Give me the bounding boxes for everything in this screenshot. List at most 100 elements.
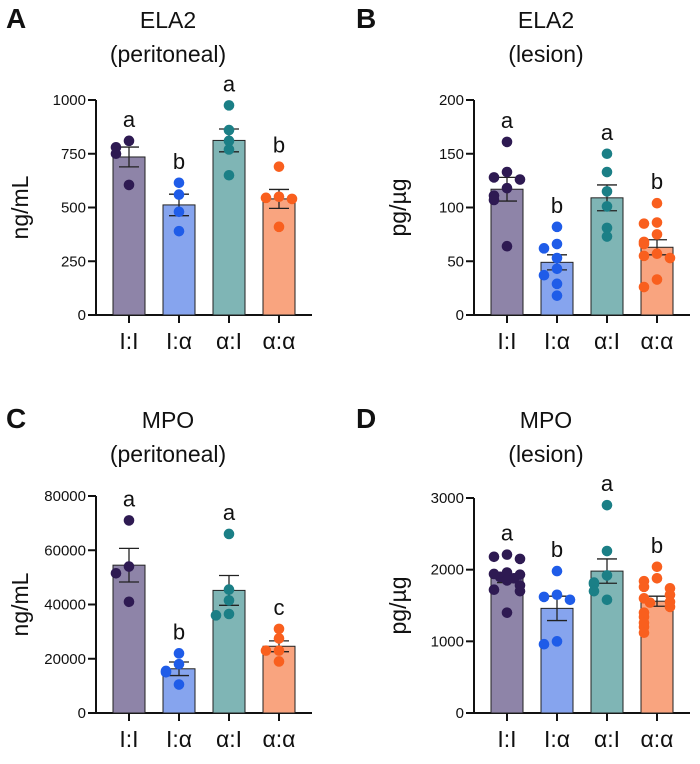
y-tick-label: 60000 bbox=[44, 542, 86, 559]
significance-letter: b bbox=[651, 533, 663, 558]
data-point bbox=[260, 645, 272, 656]
y-tick-label: 200 bbox=[439, 92, 464, 109]
data-point bbox=[501, 136, 513, 148]
data-point bbox=[110, 148, 122, 160]
y-tick-label: 80000 bbox=[44, 488, 86, 505]
significance-letter: a bbox=[123, 486, 136, 511]
data-point bbox=[601, 148, 613, 160]
panel-subtitle: (peritoneal) bbox=[110, 441, 226, 467]
panel-letter: B bbox=[356, 3, 376, 34]
data-point bbox=[223, 608, 235, 620]
data-point bbox=[123, 179, 135, 191]
data-point bbox=[260, 192, 272, 204]
data-point bbox=[223, 124, 235, 136]
x-tick-label: α:I bbox=[594, 726, 620, 752]
significance-letter: a bbox=[223, 500, 236, 525]
data-point bbox=[538, 638, 550, 650]
data-point bbox=[638, 581, 650, 593]
data-point bbox=[638, 238, 650, 250]
data-point bbox=[501, 549, 513, 560]
significance-letter: b bbox=[551, 193, 563, 218]
data-point bbox=[651, 217, 663, 228]
data-point bbox=[601, 499, 613, 511]
data-point bbox=[123, 596, 135, 608]
data-point bbox=[564, 594, 576, 606]
significance-letter: b bbox=[651, 169, 663, 194]
data-point bbox=[601, 222, 613, 234]
data-point bbox=[651, 248, 663, 260]
data-point bbox=[644, 597, 656, 608]
data-point bbox=[501, 575, 513, 586]
significance-letter: a bbox=[501, 108, 514, 133]
data-point bbox=[173, 177, 185, 189]
data-point bbox=[488, 194, 500, 206]
significance-letter: b bbox=[273, 133, 285, 158]
y-tick-label: 3000 bbox=[431, 490, 464, 507]
panel-letter: C bbox=[6, 403, 26, 434]
data-point bbox=[273, 191, 285, 203]
y-tick-label: 500 bbox=[61, 200, 86, 217]
x-tick-label: I:I bbox=[497, 328, 516, 354]
bar-I:I bbox=[112, 564, 146, 714]
significance-letter: b bbox=[173, 149, 185, 174]
data-point bbox=[173, 679, 185, 690]
panel-title: MPO bbox=[142, 407, 194, 433]
y-axis-label: ng/mL bbox=[7, 572, 33, 636]
data-point bbox=[551, 589, 563, 601]
data-point bbox=[651, 561, 663, 573]
data-point bbox=[651, 572, 663, 584]
data-point bbox=[601, 570, 613, 581]
data-point bbox=[123, 561, 135, 572]
data-point bbox=[123, 515, 135, 526]
significance-letter: a bbox=[601, 120, 614, 145]
data-point bbox=[514, 585, 526, 597]
y-tick-label: 750 bbox=[61, 146, 86, 163]
data-point bbox=[273, 645, 285, 656]
data-point bbox=[538, 591, 550, 603]
data-point bbox=[501, 166, 513, 178]
panel-subtitle: (lesion) bbox=[508, 441, 583, 467]
bar-α:α bbox=[262, 198, 296, 316]
data-point bbox=[551, 636, 563, 647]
data-point bbox=[273, 221, 285, 233]
data-point bbox=[601, 231, 613, 242]
x-tick-label: α:I bbox=[216, 328, 242, 354]
data-point bbox=[601, 201, 613, 212]
data-point bbox=[551, 565, 563, 577]
data-point bbox=[173, 206, 185, 218]
data-point bbox=[488, 584, 500, 596]
x-tick-label: I:α bbox=[544, 726, 570, 752]
y-tick-label: 50 bbox=[447, 253, 464, 270]
data-point bbox=[210, 610, 222, 621]
y-axis-label: pg/µg bbox=[385, 576, 411, 634]
data-point bbox=[273, 623, 285, 635]
panel-D: D MPO (lesion) pg/µg 0 1000 2000 3000 a I:I b I:α a α… bbox=[356, 403, 690, 752]
data-point bbox=[223, 144, 235, 155]
data-point bbox=[651, 229, 663, 240]
panel-A: A ELA2 (peritoneal) ng/mL 0 250 500 750 1000 a I:I… bbox=[6, 3, 312, 354]
data-point bbox=[110, 568, 122, 579]
data-point bbox=[601, 166, 613, 178]
data-point bbox=[501, 182, 513, 194]
y-tick-label: 0 bbox=[78, 705, 86, 722]
panel-subtitle: (lesion) bbox=[508, 41, 583, 67]
significance-letter: c bbox=[274, 595, 285, 620]
x-tick-label: α:I bbox=[216, 726, 242, 752]
data-point bbox=[588, 585, 600, 597]
x-tick-label: I:α bbox=[544, 328, 570, 354]
panel-C: C MPO (peritoneal) ng/mL 0 20000 40000 60000 800… bbox=[6, 403, 312, 752]
data-point bbox=[173, 189, 185, 200]
y-tick-label: 1000 bbox=[53, 92, 86, 109]
data-point bbox=[514, 174, 526, 185]
bar-α:I bbox=[212, 139, 246, 316]
data-point bbox=[223, 100, 235, 111]
y-tick-label: 0 bbox=[456, 307, 464, 324]
data-point bbox=[160, 667, 172, 678]
data-point bbox=[538, 269, 550, 281]
data-point bbox=[223, 135, 235, 147]
data-point bbox=[273, 633, 285, 644]
panel-letter: D bbox=[356, 403, 376, 434]
data-point bbox=[551, 238, 563, 250]
significance-letter: b bbox=[173, 619, 185, 644]
